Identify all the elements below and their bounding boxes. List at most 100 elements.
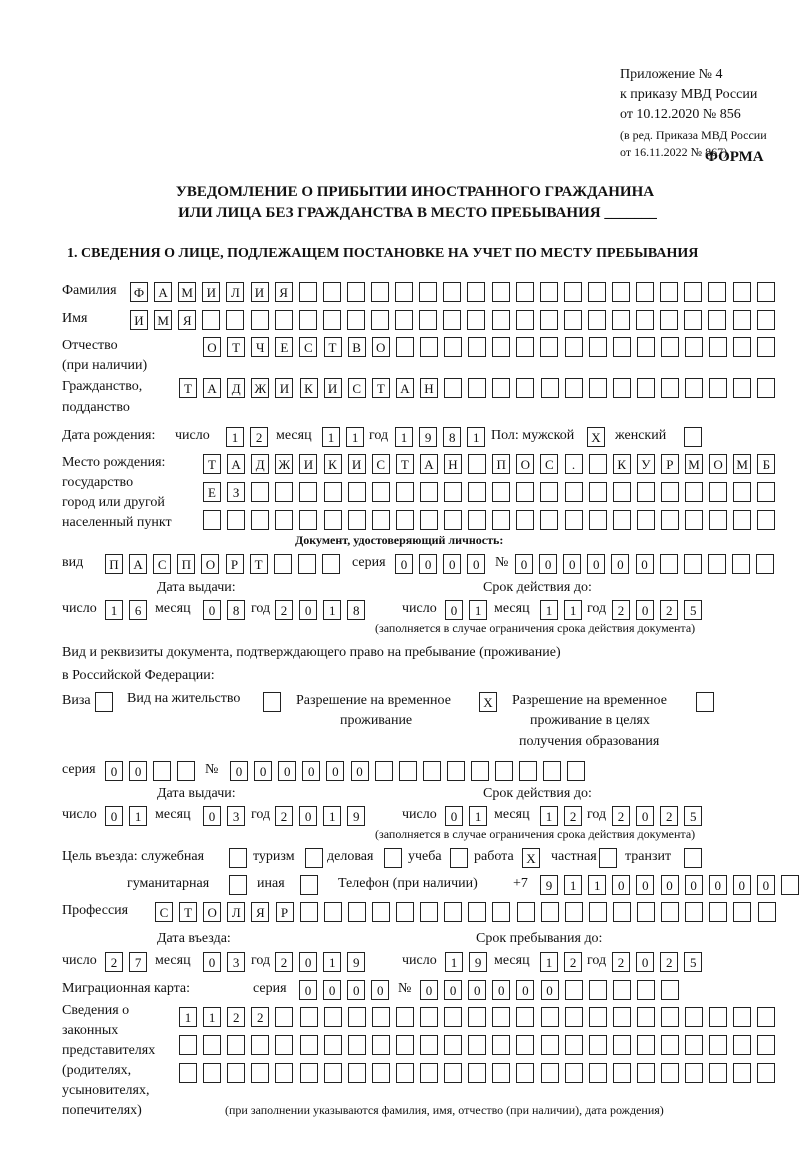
citizenship-box[interactable]: [444, 378, 463, 398]
citizenship-box[interactable]: [636, 378, 655, 398]
doc-kind-box[interactable]: [273, 554, 292, 574]
doc-issue-month-box[interactable]: 8: [227, 600, 246, 620]
reps2-box[interactable]: [179, 1035, 197, 1055]
right-number-box[interactable]: 0: [278, 761, 297, 781]
citizenship-box[interactable]: [516, 378, 535, 398]
mc-number-box[interactable]: [612, 980, 631, 1000]
birthplace1-box[interactable]: Р: [660, 454, 679, 474]
patronymic-box[interactable]: [468, 337, 487, 357]
phone-box[interactable]: 0: [732, 875, 751, 895]
surname-box[interactable]: [467, 282, 486, 302]
birth-day-box[interactable]: 2: [250, 427, 269, 447]
reps2-box[interactable]: [492, 1035, 511, 1055]
reps1-box[interactable]: [685, 1007, 704, 1027]
citizenship-box[interactable]: А: [203, 378, 222, 398]
right-valid-month-box[interactable]: 2: [564, 806, 583, 826]
reps1-box[interactable]: 2: [251, 1007, 270, 1027]
surname-box[interactable]: М: [178, 282, 197, 302]
reps3-box[interactable]: [636, 1063, 655, 1083]
entry-year-box[interactable]: 2: [275, 952, 293, 972]
p-humanitarian-box[interactable]: [229, 875, 247, 895]
surname-box[interactable]: [612, 282, 630, 302]
reps2-box[interactable]: [612, 1035, 631, 1055]
phone-box[interactable]: 0: [612, 875, 631, 895]
right-number-box[interactable]: 0: [230, 761, 248, 781]
profession-box[interactable]: [733, 902, 752, 922]
p-transit-box[interactable]: [684, 848, 702, 868]
reps3-box[interactable]: [395, 1063, 414, 1083]
doc-valid-year-box[interactable]: 5: [684, 600, 703, 620]
birthplace2-box[interactable]: [564, 482, 583, 502]
phone-box[interactable]: 0: [636, 875, 655, 895]
p-tourism-box[interactable]: [305, 848, 323, 868]
reps3-box[interactable]: [685, 1063, 704, 1083]
citizenship-box[interactable]: [709, 378, 728, 398]
reps1-box[interactable]: [757, 1007, 776, 1027]
birthplace2-box[interactable]: [468, 482, 487, 502]
birthplace1-box[interactable]: .: [564, 454, 583, 474]
birthplace1-box[interactable]: [588, 454, 607, 474]
profession-box[interactable]: [612, 902, 631, 922]
citizenship-box[interactable]: [540, 378, 559, 398]
reps3-box[interactable]: [468, 1063, 487, 1083]
birthplace2-box[interactable]: [347, 482, 366, 502]
right-number-box[interactable]: [422, 761, 441, 781]
birthplace2-box[interactable]: З: [227, 482, 246, 502]
name-box[interactable]: [467, 310, 486, 330]
reps1-box[interactable]: [323, 1007, 342, 1027]
surname-box[interactable]: [322, 282, 341, 302]
profession-box[interactable]: [347, 902, 366, 922]
reps1-box[interactable]: [709, 1007, 728, 1027]
reps3-box[interactable]: [733, 1063, 752, 1083]
surname-box[interactable]: [371, 282, 389, 302]
birthplace1-box[interactable]: А: [419, 454, 438, 474]
p-business-box[interactable]: [384, 848, 402, 868]
stay-month-box[interactable]: 2: [564, 952, 583, 972]
birth-year-box[interactable]: 1: [395, 427, 413, 447]
name-box[interactable]: [322, 310, 341, 330]
patronymic-box[interactable]: Т: [227, 337, 246, 357]
surname-box[interactable]: И: [250, 282, 269, 302]
right-series-box[interactable]: 0: [129, 761, 148, 781]
reps1-box[interactable]: 1: [203, 1007, 222, 1027]
doc-kind-box[interactable]: П: [105, 554, 123, 574]
birthplace2-box[interactable]: [757, 482, 776, 502]
reps3-box[interactable]: [709, 1063, 728, 1083]
citizenship-box[interactable]: К: [299, 378, 318, 398]
right-series-box[interactable]: 0: [105, 761, 123, 781]
reps1-box[interactable]: [371, 1007, 390, 1027]
surname-box[interactable]: [636, 282, 655, 302]
right-number-box[interactable]: 0: [254, 761, 273, 781]
name-box[interactable]: И: [130, 310, 148, 330]
birth-year-box[interactable]: 8: [443, 427, 462, 447]
name-box[interactable]: Я: [178, 310, 197, 330]
reps2-box[interactable]: [757, 1035, 776, 1055]
reps3-box[interactable]: [203, 1063, 222, 1083]
p-private-box[interactable]: [599, 848, 617, 868]
surname-box[interactable]: [443, 282, 462, 302]
birthplace2-box[interactable]: [636, 482, 655, 502]
birthplace1-box[interactable]: С: [371, 454, 390, 474]
right-number-box[interactable]: 0: [350, 761, 369, 781]
reps3-box[interactable]: [588, 1063, 607, 1083]
right-issue-year-box[interactable]: 0: [299, 806, 318, 826]
birthplace2-box[interactable]: [251, 482, 270, 502]
birthplace1-box[interactable]: Т: [203, 454, 221, 474]
reps3-box[interactable]: [516, 1063, 535, 1083]
surname-box[interactable]: Я: [274, 282, 293, 302]
surname-box[interactable]: [708, 282, 727, 302]
patronymic-box[interactable]: Т: [323, 337, 342, 357]
mc-number-box[interactable]: 0: [540, 980, 559, 1000]
phone-box[interactable]: 9: [540, 875, 558, 895]
p-other-box[interactable]: [300, 875, 318, 895]
doc-valid-year-box[interactable]: 0: [636, 600, 655, 620]
surname-box[interactable]: [732, 282, 751, 302]
citizenship-box[interactable]: С: [347, 378, 366, 398]
doc-number-box[interactable]: [707, 554, 726, 574]
profession-box[interactable]: Р: [275, 902, 294, 922]
doc-number-box[interactable]: [683, 554, 702, 574]
birth-year-box[interactable]: 9: [419, 427, 438, 447]
name-box[interactable]: [395, 310, 414, 330]
mc-series-box[interactable]: 0: [323, 980, 342, 1000]
reps1-box[interactable]: [636, 1007, 655, 1027]
